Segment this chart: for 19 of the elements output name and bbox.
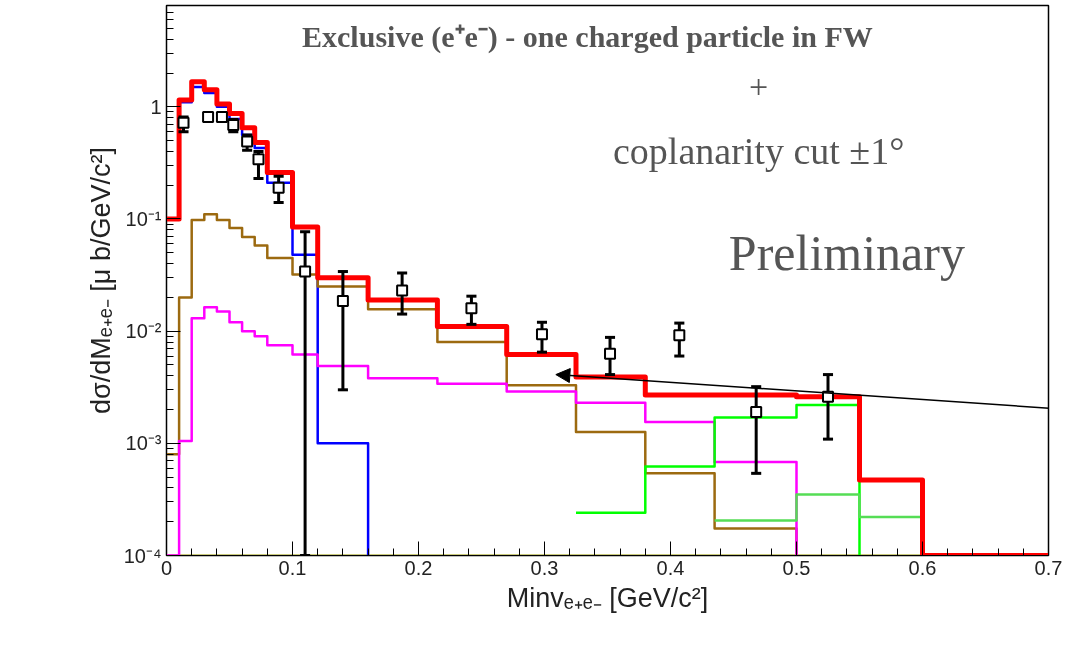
annotation: Preliminary — [728, 224, 965, 281]
x-tick-label: 0.2 — [404, 556, 433, 579]
y-tick-label: 10⁻⁴ — [123, 544, 162, 567]
x-tick-label: 0.4 — [656, 556, 685, 579]
annotation: Exclusive (e⁺e⁻) - one charged particle in FW — [302, 20, 873, 55]
x-tick-label: 0.3 — [530, 556, 559, 579]
y-axis-title: dσ/dMₑ₊ₑ₋ [μ b/GeV/c²] — [85, 147, 116, 414]
annotation: + — [749, 68, 769, 106]
x-tick-label: 0.6 — [908, 556, 937, 579]
y-tick-label: 1 — [150, 95, 162, 118]
y-tick-label: 10⁻¹ — [125, 207, 162, 230]
x-tick-label: 0 — [160, 556, 173, 579]
y-tick-label: 10⁻³ — [125, 432, 162, 455]
x-tick-label: 0.5 — [782, 556, 811, 579]
y-tick-label: 10⁻² — [125, 320, 162, 343]
x-tick-label: 0.7 — [1034, 556, 1063, 579]
annotation: coplanarity cut ±1° — [613, 130, 905, 173]
x-tick-label: 0.1 — [278, 556, 307, 579]
x-axis-title: Minvₑ₊ₑ₋ [GeV/c²] — [506, 582, 709, 613]
